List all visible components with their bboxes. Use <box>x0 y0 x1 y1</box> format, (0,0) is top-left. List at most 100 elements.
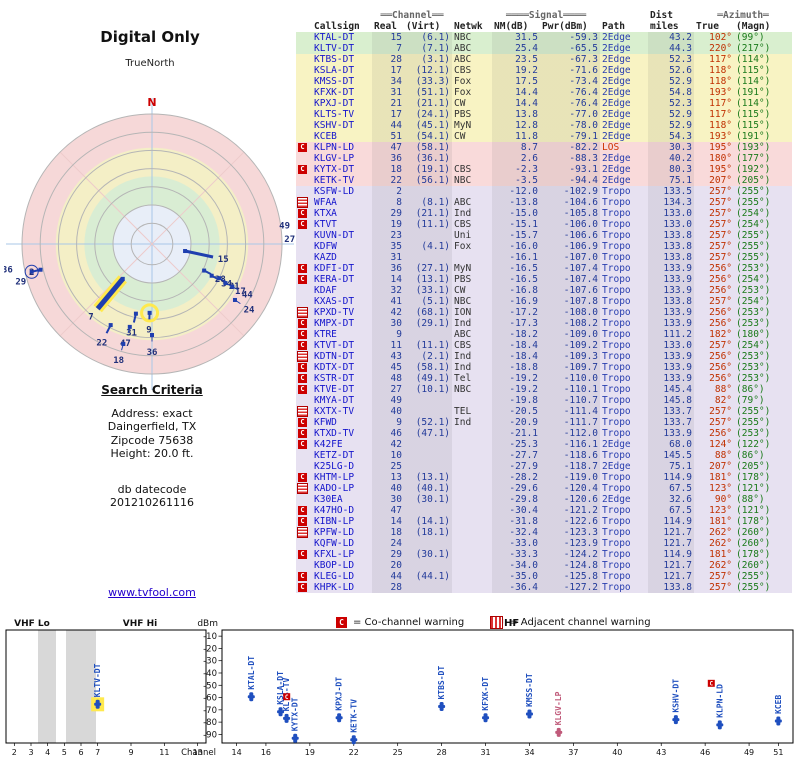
callsign-link[interactable]: KTXA <box>314 208 337 219</box>
callsign-link[interactable]: KPFW-LD <box>314 527 355 538</box>
callsign-link[interactable]: KMYA-DT <box>314 395 355 406</box>
callsign-link[interactable]: KDFW <box>314 241 337 252</box>
callsign-link[interactable]: K47HO-D <box>314 505 355 516</box>
real-channel: 30 <box>372 494 404 505</box>
callsign-link[interactable]: KLEG-LD <box>314 571 355 582</box>
noise-margin: 2.6 <box>492 153 541 164</box>
network: Uni <box>454 230 472 241</box>
callsign-link[interactable]: KMSS-DT <box>314 76 355 87</box>
distance: 54.8 <box>648 87 695 98</box>
magnetic-azimuth: (192°) <box>736 164 771 175</box>
table-row: KETZ-DT 10 -27.7 -118.6 Tropo 145.5 88° (86°) <box>296 450 793 461</box>
callsign-link[interactable]: KSHV-DT <box>314 120 355 131</box>
warning-cell: C <box>296 340 312 351</box>
callsign-link[interactable]: K30EA <box>314 494 343 505</box>
callsign-link[interactable]: KADO-LP <box>314 483 355 494</box>
magnetic-azimuth: (99°) <box>736 32 765 43</box>
real-channel: 35 <box>372 241 404 252</box>
distance: 133.8 <box>648 296 695 307</box>
magnetic-azimuth: (255°) <box>736 406 771 417</box>
magnetic-azimuth: (115°) <box>736 120 771 131</box>
table-row: KSFW-LD 2 -12.0 -102.9 Tropo 133.5 257° (255°) <box>296 186 793 197</box>
radar-ring <box>21 113 283 375</box>
warning-cell <box>296 527 312 538</box>
true-azimuth: 124° <box>709 439 733 450</box>
tvfool-link[interactable]: www.tvfool.com <box>108 586 196 599</box>
power: -102.9 <box>540 186 601 197</box>
callsign-link[interactable]: KTVT-DT <box>314 340 355 351</box>
virtual-channel: (11.1) <box>404 219 453 230</box>
magnetic-azimuth: (79°) <box>736 395 765 406</box>
virtual-channel <box>404 329 453 340</box>
callsign-link[interactable]: KXAS-DT <box>314 296 355 307</box>
x-tick-label: 2 <box>12 748 17 757</box>
callsign-link[interactable]: KTVE-DT <box>314 384 355 395</box>
co-channel-warning-icon <box>707 679 715 687</box>
callsign-link[interactable]: KUVN-DT <box>314 230 355 241</box>
callsign-link[interactable]: KQFW-LD <box>314 538 355 549</box>
callsign-link[interactable]: KTBS-DT <box>314 54 355 65</box>
callsign-link[interactable]: KPXD-TV <box>314 307 355 318</box>
co-channel-warning-icon: C <box>298 417 307 427</box>
azimuth-radar-plot: N15283421174424722314718369229364927 <box>4 96 295 390</box>
callsign-link[interactable]: KETZ-DT <box>314 450 355 461</box>
callsign-link[interactable]: KSLA-DT <box>314 65 355 76</box>
true-azimuth: 207° <box>709 175 733 186</box>
callsign-link[interactable]: KLTS-TV <box>314 109 355 120</box>
network <box>452 538 492 549</box>
network <box>452 549 492 560</box>
callsign-link[interactable]: K25LG-D <box>314 461 355 472</box>
signal-bar: KSLA-DT <box>276 671 285 717</box>
callsign-link[interactable]: KDTN-DT <box>314 351 355 362</box>
co-channel-warning-icon: C <box>298 439 307 449</box>
co-channel-warning-icon: C <box>298 329 307 339</box>
callsign-link[interactable]: KSTR-DT <box>314 373 355 384</box>
y-tick-label: -60 <box>203 694 217 704</box>
noise-margin: -12.0 <box>492 186 541 197</box>
callsign-link[interactable]: KFXK-DT <box>314 87 355 98</box>
callsign-link[interactable]: KMPX-DT <box>314 318 355 329</box>
distance: 133.5 <box>648 186 695 197</box>
distance: 133.8 <box>648 241 695 252</box>
callsign-link[interactable]: KLTV-DT <box>314 43 355 54</box>
callsign-link[interactable]: KFXL-LP <box>314 549 355 560</box>
callsign-link[interactable]: KTRE <box>314 329 337 340</box>
callsign-link[interactable]: KSFW-LD <box>314 186 355 197</box>
callsign-link[interactable]: KHPK-LD <box>314 582 355 593</box>
callsign-link[interactable]: WFAA <box>314 197 337 208</box>
virtual-channel: (11.1) <box>404 340 453 351</box>
callsign-link[interactable]: KPXJ-DT <box>314 98 355 109</box>
true-azimuth: 117° <box>709 109 733 120</box>
warning-cell <box>296 351 312 362</box>
adjacent-channel-warning-icon <box>297 527 308 538</box>
callsign-link[interactable]: KCEB <box>314 131 337 142</box>
power: -127.2 <box>540 582 601 593</box>
callsign-link[interactable]: KAZD <box>314 252 337 263</box>
real-channel: 36 <box>372 263 404 274</box>
warning-cell: C <box>296 384 312 395</box>
true-azimuth: 102° <box>709 32 733 43</box>
callsign-link[interactable]: KETK-TV <box>314 175 355 186</box>
callsign-link[interactable]: KIBN-LP <box>314 516 355 527</box>
power: -108.2 <box>540 318 601 329</box>
callsign-link[interactable]: KYTX-DT <box>314 164 355 175</box>
distance: 133.8 <box>648 252 695 263</box>
station-channel-label: 27 <box>284 235 295 245</box>
callsign-link[interactable]: KBOP-LD <box>314 560 355 571</box>
callsign-link[interactable]: KDFI-DT <box>314 263 355 274</box>
signal-group-header: ════Signal════ <box>505 10 587 21</box>
callsign-link[interactable]: KLGV-LP <box>314 153 355 164</box>
callsign-link[interactable]: KTXD-TV <box>314 428 355 439</box>
callsign-link[interactable]: KXTX-TV <box>314 406 355 417</box>
callsign-link[interactable]: KFWD <box>314 417 337 428</box>
callsign-link[interactable]: KLPN-LD <box>314 142 355 153</box>
callsign-link[interactable]: KTAL-DT <box>314 32 355 43</box>
callsign-link[interactable]: KHTM-LP <box>314 472 355 483</box>
true-azimuth: 193° <box>709 87 733 98</box>
callsign-link[interactable]: KDTX-DT <box>314 362 355 373</box>
callsign-link[interactable]: KERA-DT <box>314 274 355 285</box>
callsign-link[interactable]: KTVT <box>314 219 337 230</box>
callsign-link[interactable]: K42FE <box>314 439 343 450</box>
adjacent-channel-warning-icon <box>297 197 308 208</box>
callsign-link[interactable]: KDAF <box>314 285 337 296</box>
